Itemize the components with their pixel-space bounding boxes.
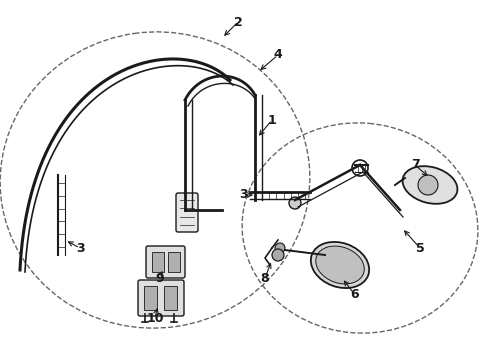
Bar bbox=[144, 286, 157, 310]
Ellipse shape bbox=[403, 166, 458, 204]
Bar bbox=[164, 286, 177, 310]
Text: 9: 9 bbox=[156, 271, 164, 284]
FancyBboxPatch shape bbox=[138, 280, 184, 316]
Ellipse shape bbox=[316, 246, 364, 284]
Text: 6: 6 bbox=[351, 288, 359, 302]
Text: 10: 10 bbox=[146, 311, 164, 324]
Text: 8: 8 bbox=[261, 271, 270, 284]
Circle shape bbox=[418, 175, 438, 195]
Bar bbox=[168, 252, 180, 272]
Circle shape bbox=[352, 160, 368, 176]
Text: 3: 3 bbox=[239, 189, 247, 202]
Text: 4: 4 bbox=[273, 49, 282, 62]
Text: 3: 3 bbox=[75, 242, 84, 255]
Bar bbox=[152, 252, 164, 272]
Text: 2: 2 bbox=[234, 15, 243, 28]
Circle shape bbox=[272, 249, 284, 261]
FancyBboxPatch shape bbox=[176, 193, 198, 232]
FancyBboxPatch shape bbox=[146, 246, 185, 278]
Ellipse shape bbox=[311, 242, 369, 288]
Text: 1: 1 bbox=[268, 113, 276, 126]
Text: 5: 5 bbox=[416, 242, 424, 255]
Circle shape bbox=[289, 197, 301, 209]
Text: 7: 7 bbox=[411, 158, 419, 171]
Circle shape bbox=[275, 243, 285, 253]
